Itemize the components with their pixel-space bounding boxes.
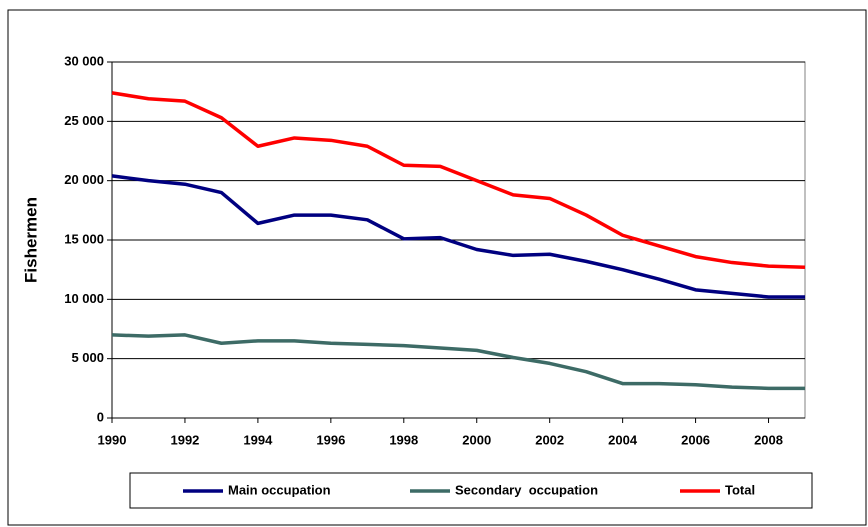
series-line [111,91,806,270]
x-tick-label: 2004 [608,432,638,447]
series-line [111,333,805,391]
x-tick-label: 2006 [681,432,710,447]
y-tick-label: 20 000 [64,172,104,187]
x-tick-label: 2008 [754,432,783,447]
x-tick-label: 1990 [98,432,127,447]
legend-label: Total [725,482,755,497]
y-tick-label: 5 000 [71,350,104,365]
y-tick-label: 30 000 [64,53,104,68]
y-tick-label: 0 [97,409,104,424]
legend-label: Secondary occupation [455,482,598,497]
x-tick-label: 1994 [243,432,273,447]
x-tick-label: 1998 [389,432,418,447]
x-tick-label: 1992 [170,432,199,447]
y-axis-label: Fishermen [21,197,40,283]
y-tick-label: 25 000 [64,113,104,128]
series-line [111,174,805,299]
y-tick-label: 15 000 [64,231,104,246]
x-tick-label: 2000 [462,432,491,447]
x-tick-label: 1996 [316,432,345,447]
legend-label: Main occupation [228,482,331,497]
y-tick-label: 10 000 [64,291,104,306]
x-tick-label: 2002 [535,432,564,447]
